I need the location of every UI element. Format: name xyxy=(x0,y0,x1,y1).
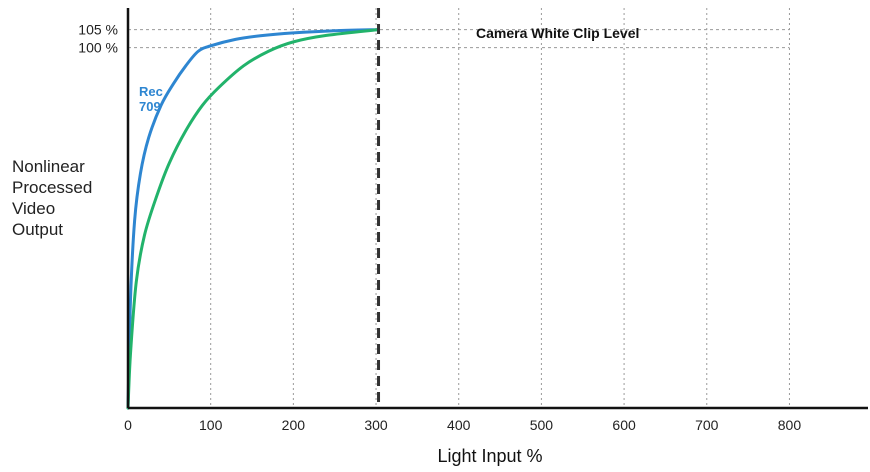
x-tick-label-700: 700 xyxy=(695,417,719,433)
x-tick-label-200: 200 xyxy=(282,417,306,433)
y-axis-label-line: Video xyxy=(12,199,55,218)
series-label-line: Rec xyxy=(139,84,163,99)
y-axis-label-line: Output xyxy=(12,220,63,239)
x-tick-labels: 0 100 200 300 400 500 600 700 800 xyxy=(124,417,801,433)
series-label-line: 709 xyxy=(139,99,161,114)
x-tick-label-800: 800 xyxy=(778,417,802,433)
y-axis-label-line: Nonlinear xyxy=(12,157,85,176)
y-tick-label-105: 105 % xyxy=(78,22,118,38)
y-tick-labels: 100 % 105 % xyxy=(78,22,118,56)
series-line-rec709 xyxy=(126,28,381,410)
y-axis-label-line: Processed xyxy=(12,178,92,197)
x-tick-label-300: 300 xyxy=(364,417,388,433)
y-axis-label: Nonlinear Processed Video Output xyxy=(12,157,92,239)
x-tick-label-100: 100 xyxy=(199,417,223,433)
camera-white-clip-label: Camera White Clip Level xyxy=(476,25,639,41)
y-tick-label-100: 100 % xyxy=(78,40,118,56)
x-tick-label-500: 500 xyxy=(530,417,554,433)
x-axis-label: Light Input % xyxy=(437,446,542,466)
x-tick-label-0: 0 xyxy=(124,417,132,433)
series-label-rec709: Rec 709 xyxy=(139,84,163,114)
x-tick-label-600: 600 xyxy=(612,417,636,433)
x-tick-label-400: 400 xyxy=(447,417,471,433)
grid-lines xyxy=(128,8,790,408)
series-layer xyxy=(126,28,381,410)
series-line-second xyxy=(126,28,381,410)
